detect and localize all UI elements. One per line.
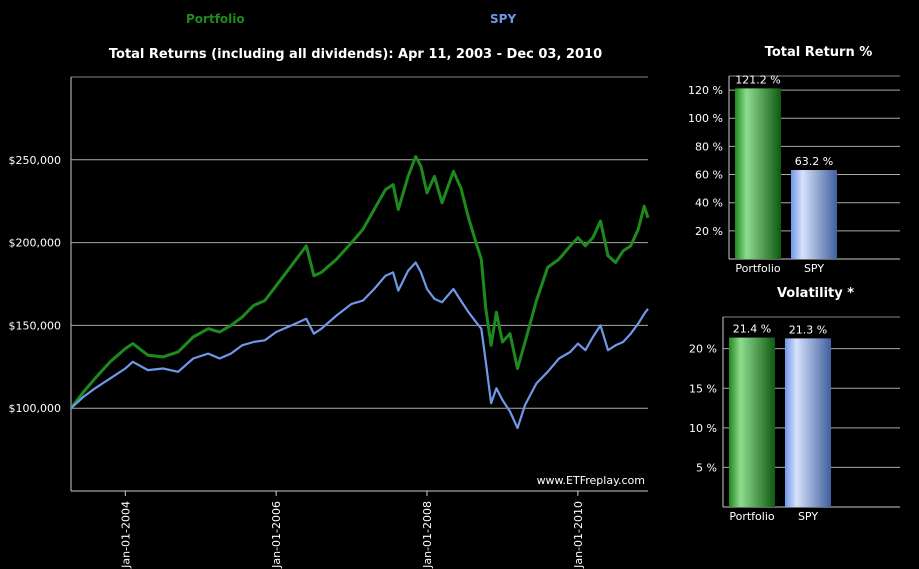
y-tick-label: 20 % <box>689 343 717 356</box>
volatility-bar-portfolio <box>729 337 775 507</box>
y-tick-label: 20 % <box>695 225 723 238</box>
y-tick-label: 40 % <box>695 197 723 210</box>
volatility-category-label: SPY <box>798 510 818 523</box>
x-tick-label: Jan-01-2004 <box>119 501 132 569</box>
x-tick-label: Jan-01-2006 <box>270 501 283 569</box>
series-line-spy <box>70 261 649 430</box>
y-tick-label: 5 % <box>696 461 717 474</box>
chart-title: Total Returns (including all dividends):… <box>109 47 602 62</box>
total-return-bar-spy <box>791 170 837 259</box>
volatility-title: Volatility * <box>777 286 854 301</box>
y-tick-label: $200,000 <box>9 237 62 250</box>
y-tick-label: 120 % <box>688 84 723 97</box>
volatility-bar-chart: Volatility * 5 % 10 % 15 % 20 % 21.4 % Portfol… <box>689 286 900 523</box>
total-return-value-label: 121.2 % <box>735 73 780 86</box>
legend-spy: SPY <box>490 12 517 26</box>
y-tick-label: 10 % <box>689 422 717 435</box>
y-tick-label: $100,000 <box>9 402 62 415</box>
y-tick-label: $250,000 <box>9 154 62 167</box>
total-return-category-label: SPY <box>804 262 824 275</box>
main-line-chart: Total Returns (including all dividends):… <box>9 47 650 569</box>
x-tick-label: Jan-01-2008 <box>421 501 434 569</box>
total-return-category-label: Portfolio <box>735 262 781 275</box>
total-return-bar-chart: Total Return % 20 % 40 % 60 % 80 % 100 % 120 %… <box>688 45 900 275</box>
volatility-category-label: Portfolio <box>729 510 775 523</box>
y-tick-label: 60 % <box>695 169 723 182</box>
volatility-value-label: 21.3 % <box>789 323 827 336</box>
volatility-value-label: 21.4 % <box>733 323 771 336</box>
y-tick-label: $150,000 <box>9 319 62 332</box>
volatility-bar-spy <box>785 338 831 507</box>
x-tick-label: Jan-01-2010 <box>572 501 585 569</box>
watermark: www.ETFreplay.com <box>537 474 645 487</box>
total-return-title: Total Return % <box>765 45 873 60</box>
series-line-portfolio <box>69 155 650 410</box>
y-tick-label: 15 % <box>689 382 717 395</box>
y-tick-label: 80 % <box>695 140 723 153</box>
y-tick-label: 100 % <box>688 112 723 125</box>
legend-portfolio: Portfolio <box>186 12 245 26</box>
total-return-bar-portfolio <box>735 88 781 259</box>
total-return-value-label: 63.2 % <box>795 155 833 168</box>
